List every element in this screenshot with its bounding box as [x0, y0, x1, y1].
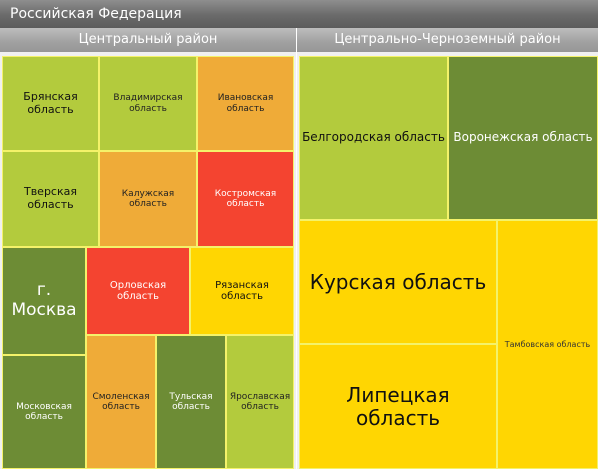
treemap-tile-label: Калужская область — [121, 188, 175, 209]
group-header-chernozem[interactable]: Центрально-Черноземный район — [297, 28, 598, 52]
group-panel-chernozem: Центрально-Черноземный район Белгородска… — [297, 28, 598, 469]
root-header[interactable]: Российская Федерация — [0, 0, 598, 28]
treemap-tile-chernozem-1[interactable]: Воронежская область — [448, 56, 598, 220]
treemap-tile-central-10[interactable]: Смоленская область — [86, 335, 156, 469]
treemap-tile-label: Ярославская область — [229, 391, 291, 412]
treemap-tile-central-2[interactable]: Ивановская область — [197, 56, 294, 151]
treemap-tile-central-3[interactable]: Тверская область — [2, 151, 99, 247]
treemap-tile-label: Смоленская область — [92, 391, 150, 412]
treemap-tile-label: Тульская область — [169, 391, 213, 412]
treemap-tile-label: Костромская область — [214, 188, 277, 209]
treemap-tile-label: Московская область — [16, 401, 72, 422]
root-header-title: Российская Федерация — [10, 6, 182, 22]
treemap-tile-label: Курская область — [309, 269, 487, 294]
treemap-tile-chernozem-0[interactable]: Белгородская область — [299, 56, 448, 220]
treemap-tile-label: Ивановская область — [217, 93, 274, 114]
treemap-tile-chernozem-4[interactable]: Тамбовская область — [497, 220, 598, 469]
treemap-tile-central-1[interactable]: Владимирская область — [99, 56, 197, 151]
treemap-tile-chernozem-3[interactable]: Липецкая область — [299, 344, 497, 469]
treemap-tile-central-0[interactable]: Брянская область — [2, 56, 99, 151]
treemap-tile-central-6[interactable]: г. Москва — [2, 247, 86, 355]
treemap-tile-central-11[interactable]: Тульская область — [156, 335, 226, 469]
treemap-tile-label: Брянская область — [23, 89, 78, 116]
treemap-tile-central-12[interactable]: Ярославская область — [226, 335, 294, 469]
group-header-central-label: Центральный район — [78, 32, 218, 47]
group-header-chernozem-label: Центрально-Черноземный район — [334, 32, 561, 47]
treemap-tile-central-7[interactable]: Орловская область — [86, 247, 190, 335]
treemap-tile-label: Владимирская область — [113, 93, 183, 114]
treemap-tile-central-5[interactable]: Костромская область — [197, 151, 294, 247]
treemap-tile-label: Белгородская область — [302, 130, 445, 145]
treemap-tile-label: Воронежская область — [453, 130, 593, 145]
treemap-tile-central-4[interactable]: Калужская область — [99, 151, 197, 247]
treemap-tile-central-8[interactable]: Рязанская область — [190, 247, 294, 335]
treemap-tile-label: Рязанская область — [215, 279, 269, 303]
treemap-tile-label: Липецкая область — [346, 382, 450, 430]
treemap-tile-central-9[interactable]: Московская область — [2, 355, 86, 469]
treemap-tile-label: Орловская область — [109, 279, 167, 303]
group-panel-central: Центральный район Брянская область Владим… — [0, 28, 296, 469]
treemap-tile-label: Тверская область — [23, 185, 77, 211]
treemap-tile-label: Тамбовская область — [504, 339, 591, 349]
group-header-central[interactable]: Центральный район — [0, 28, 296, 52]
treemap-tile-chernozem-2[interactable]: Курская область — [299, 220, 497, 344]
treemap-tile-label: г. Москва — [11, 280, 77, 320]
